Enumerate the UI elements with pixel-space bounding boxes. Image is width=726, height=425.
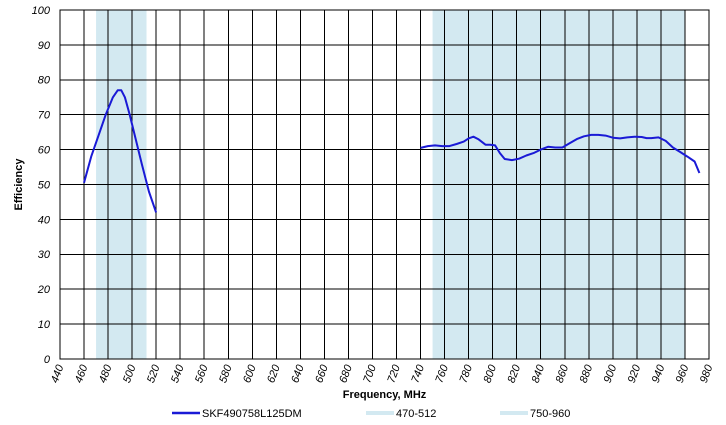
y-tick-label: 10 [38, 319, 51, 331]
x-tick-label: 480 [97, 362, 115, 384]
y-tick-label: 60 [38, 144, 51, 156]
y-tick-label: 30 [38, 249, 51, 261]
x-tick-label: 820 [506, 362, 524, 384]
x-tick-label: 740 [409, 362, 427, 384]
x-tick-labels: 440 460 480 500 520 540 560 580 600 620 640 660 680 7… [49, 362, 716, 384]
x-tick-label: 940 [650, 362, 668, 384]
x-tick-label: 600 [241, 362, 259, 384]
x-tick-label: 620 [265, 362, 283, 384]
x-tick-label: 980 [698, 362, 716, 384]
x-tick-label: 800 [482, 362, 500, 384]
x-tick-label: 840 [530, 362, 548, 384]
plot-frame [59, 9, 710, 360]
x-tick-label: 960 [674, 362, 692, 384]
y-tick-label: 80 [38, 75, 51, 87]
y-tick-label: 20 [37, 284, 51, 296]
y-tick-label: 50 [38, 179, 51, 191]
x-tick-label: 880 [578, 362, 596, 384]
x-tick-label: 720 [385, 362, 403, 384]
legend: SKF490758L125DM 470-512 750-960 [172, 408, 570, 420]
x-tick-label: 580 [217, 362, 235, 384]
x-tick-label: 680 [337, 362, 355, 384]
series-layer [83, 89, 701, 213]
x-tick-label: 860 [554, 362, 572, 384]
x-tick-label: 920 [626, 362, 644, 384]
legend-label: SKF490758L125DM [202, 408, 302, 420]
x-tick-label: 560 [193, 362, 211, 384]
x-tick-label: 900 [602, 362, 620, 384]
x-tick-label: 500 [121, 362, 139, 384]
y-tick-label: 70 [38, 110, 51, 122]
x-tick-label: 440 [49, 362, 67, 384]
legend-label: 750-960 [530, 408, 570, 420]
x-tick-label: 520 [145, 362, 163, 384]
x-tick-label: 760 [433, 362, 451, 384]
x-axis-title: Frequency, MHz [343, 389, 427, 401]
x-tick-label: 640 [289, 362, 307, 384]
y-tick-label: 0 [44, 354, 51, 366]
series-line [83, 89, 158, 213]
x-tick-label: 780 [458, 362, 476, 384]
y-tick-label: 100 [32, 5, 51, 17]
y-tick-label: 40 [38, 214, 51, 226]
y-tick-label: 90 [38, 40, 51, 52]
x-tick-label: 460 [73, 362, 91, 384]
x-tick-label: 700 [361, 362, 379, 384]
y-axis-title: Efficiency [13, 158, 25, 211]
y-tick-labels: 0 10 20 30 40 50 60 70 80 90 100 [32, 5, 51, 366]
x-tick-label: 540 [169, 362, 187, 384]
series-line [420, 133, 701, 174]
x-tick-label: 660 [313, 362, 331, 384]
legend-label: 470-512 [396, 408, 436, 420]
